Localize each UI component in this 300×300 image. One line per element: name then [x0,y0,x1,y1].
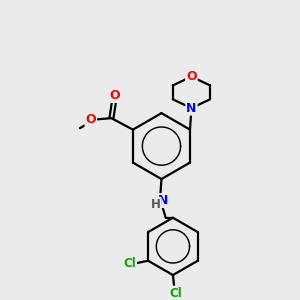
Text: O: O [109,89,120,102]
Text: O: O [186,70,197,83]
Text: N: N [186,102,197,115]
Text: H: H [151,198,161,211]
Text: O: O [85,113,96,126]
Text: N: N [158,194,169,207]
Text: Cl: Cl [123,257,136,270]
Text: Cl: Cl [170,286,182,300]
